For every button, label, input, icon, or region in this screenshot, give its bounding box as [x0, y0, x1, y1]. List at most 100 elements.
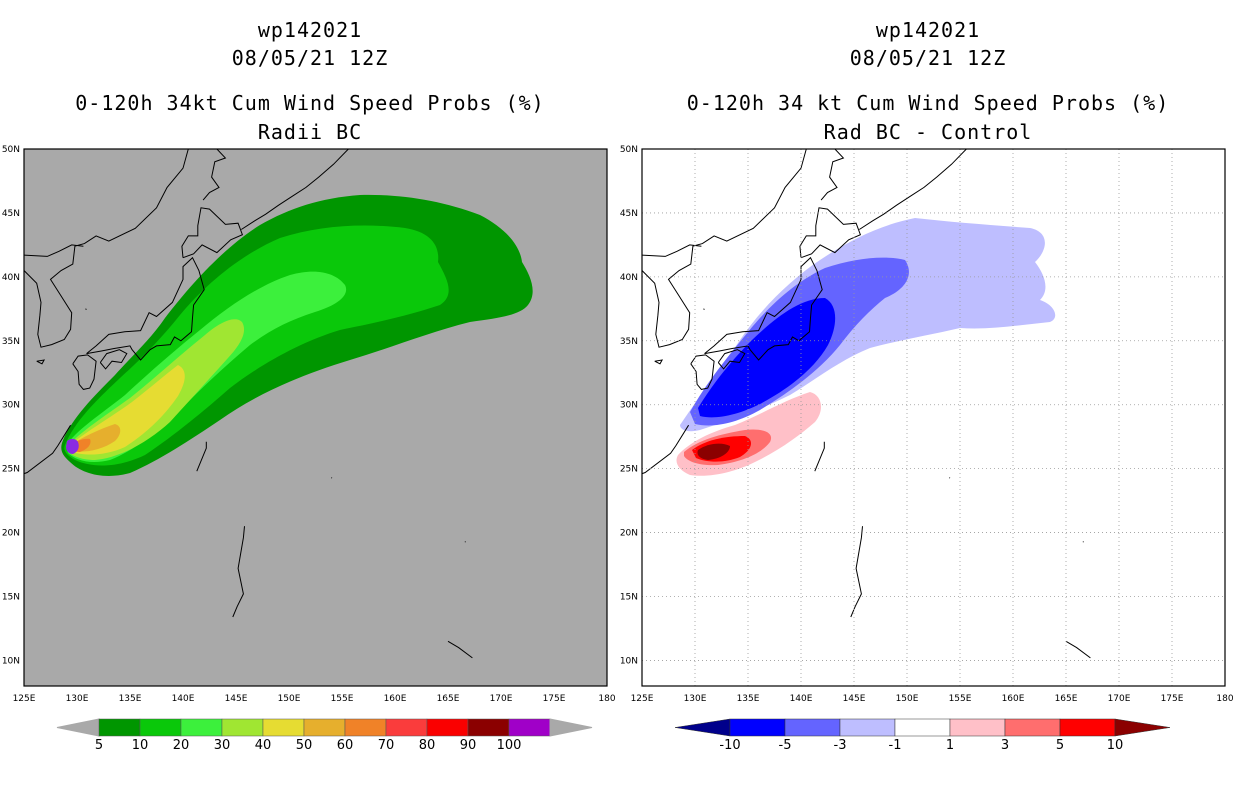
- colorbar-swatch: [839, 718, 896, 737]
- lon-tick-label: 130E: [66, 694, 89, 704]
- lon-tick-label: 175E: [543, 694, 566, 704]
- colorbar-label: 80: [419, 738, 436, 753]
- honshu-island: [86, 256, 205, 361]
- contour-plus-10: [697, 443, 730, 460]
- left-title: 0-120h 34kt Cum Wind Speed Probs (%): [75, 91, 545, 115]
- colorbar-label: 10: [1107, 738, 1124, 753]
- lon-tick-label: 145E: [843, 694, 866, 704]
- sakhalin-island: [202, 149, 227, 201]
- korea-china-coast: [642, 149, 807, 348]
- right-coastlines: [642, 149, 1091, 674]
- marcus-island: [331, 477, 333, 479]
- colorbar-label: 30: [214, 738, 231, 753]
- colorbar-swatch: [139, 718, 182, 737]
- bonin-islands: [814, 441, 825, 472]
- colorbar-swatch: [344, 718, 387, 737]
- lat-tick-label: 35N: [2, 337, 20, 347]
- colorbar-label: -1: [889, 738, 902, 753]
- left-datetime: 08/05/21 12Z: [231, 46, 389, 70]
- lat-tick-label: 10N: [620, 656, 638, 666]
- lon-tick-label: 145E: [225, 694, 248, 704]
- lat-tick-label: 20N: [2, 529, 20, 539]
- colorbar-label: 60: [337, 738, 354, 753]
- colorbar-label: 50: [296, 738, 313, 753]
- honshu-island: [704, 256, 823, 361]
- lat-tick-label: 30N: [2, 401, 20, 411]
- colorbar-label: -5: [779, 738, 792, 753]
- lat-tick-label: 15N: [620, 593, 638, 603]
- kyushu-island: [72, 354, 97, 390]
- jeju-island: [654, 359, 664, 365]
- china-inland-border: [642, 244, 702, 257]
- lon-tick-label: 140E: [172, 694, 195, 704]
- lat-tick-label: 30N: [620, 401, 638, 411]
- marshall-atolls: [447, 640, 473, 659]
- left-storm-id: wp142021: [257, 18, 363, 42]
- colorbar-swatch: [303, 718, 346, 737]
- colorbar-right-arrow: [1114, 718, 1171, 737]
- colorbar-swatch: [1059, 718, 1116, 737]
- lat-tick-label: 50N: [2, 145, 20, 155]
- lat-tick-label: 25N: [620, 465, 638, 475]
- colorbar-swatch: [98, 718, 141, 737]
- colorbar-label: -10: [719, 738, 740, 753]
- left-coastlines: [24, 149, 473, 674]
- colorbar-swatch: [385, 718, 428, 737]
- left-map: [24, 149, 607, 686]
- colorbar-swatch: [467, 718, 510, 737]
- wake-island: [1082, 541, 1084, 543]
- lon-tick-label: 135E: [119, 694, 142, 704]
- contour-minus-5: [698, 298, 836, 418]
- lon-tick-label: 155E: [949, 694, 972, 704]
- philippines-luzon: [642, 551, 643, 674]
- colorbar-label: 40: [255, 738, 272, 753]
- lon-tick-label: 175E: [1161, 694, 1184, 704]
- lon-tick-label: 125E: [631, 694, 654, 704]
- bonin-islands: [196, 441, 207, 472]
- colorbar-swatch: [784, 718, 841, 737]
- ulleung-island: [85, 308, 87, 310]
- axis-tick-labels: 125E 130E 135E 140E 145E 150E 155E 160E 165E 170E…: [2, 145, 1234, 704]
- colorbar-label: 5: [1056, 738, 1064, 753]
- lon-tick-label: 180: [1216, 694, 1233, 704]
- colorbar-swatch: [949, 718, 1006, 737]
- colorbar-swatch: [508, 718, 551, 737]
- ulleung-island: [703, 308, 705, 310]
- mariana-islands: [850, 526, 863, 618]
- lon-tick-label: 150E: [278, 694, 301, 704]
- colorbar-left-arrow: [674, 718, 731, 737]
- colorbar-label: 100: [497, 738, 522, 753]
- marcus-island: [949, 477, 951, 479]
- shikoku-island: [99, 349, 128, 370]
- colorbar-label: 1: [946, 738, 954, 753]
- colorbar-label: 70: [378, 738, 395, 753]
- hokkaido-island: [799, 207, 862, 259]
- lat-tick-label: 25N: [2, 465, 20, 475]
- lat-tick-label: 35N: [620, 337, 638, 347]
- left-colorbar: 5 10 20 30 40 50 60 70 80 90 100: [56, 718, 593, 753]
- left-probability-contours: [61, 194, 533, 476]
- lat-tick-label: 45N: [620, 209, 638, 219]
- kyushu-island: [690, 354, 715, 390]
- colorbar-swatch: [1004, 718, 1061, 737]
- ryukyu-islands: [642, 424, 690, 475]
- colorbar-label: 10: [132, 738, 149, 753]
- colorbar-label: 20: [173, 738, 190, 753]
- china-inland-border: [24, 244, 84, 257]
- marshall-atolls: [1065, 640, 1091, 659]
- right-title: 0-120h 34 kt Cum Wind Speed Probs (%): [686, 91, 1170, 115]
- colorbar-swatch: [426, 718, 469, 737]
- lat-tick-label: 40N: [620, 273, 638, 283]
- colorbar-label: 90: [460, 738, 477, 753]
- hokkaido-island: [181, 207, 244, 259]
- lat-tick-label: 40N: [2, 273, 20, 283]
- colorbar-swatch: [221, 718, 264, 737]
- right-difference-contours: [676, 218, 1056, 476]
- left-subtitle: Radii BC: [257, 120, 363, 144]
- korea-china-coast: [24, 149, 189, 348]
- colorbar-right-arrow: [549, 718, 593, 737]
- right-gridlines: [642, 149, 1225, 686]
- lon-tick-label: 165E: [1055, 694, 1078, 704]
- contour-100: [66, 438, 79, 454]
